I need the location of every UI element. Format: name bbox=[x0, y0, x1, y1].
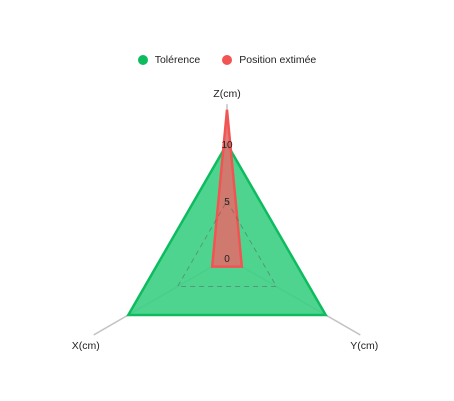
tick-label-5: 5 bbox=[224, 197, 230, 208]
series-polygon-1 bbox=[210, 109, 244, 268]
grid-ring-mid bbox=[176, 200, 278, 287]
chart-legend: Tolérence Position extimée bbox=[0, 54, 454, 66]
legend-label-tolerance: Tolérence bbox=[154, 54, 201, 66]
legend-item-position[interactable]: Position extimée bbox=[222, 54, 316, 66]
axis-label-1: Y(cm) bbox=[350, 340, 378, 352]
legend-marker-position bbox=[222, 55, 233, 65]
legend-label-position: Position extimée bbox=[239, 54, 317, 66]
legend-marker-tolerance bbox=[137, 55, 148, 65]
legend-item-tolerance[interactable]: Tolérence bbox=[137, 54, 201, 66]
axis-label-2: X(cm) bbox=[72, 340, 100, 352]
axis-label-0: Z(cm) bbox=[213, 88, 240, 100]
tick-label-10: 10 bbox=[221, 140, 233, 151]
tick-label-0: 0 bbox=[224, 254, 230, 265]
